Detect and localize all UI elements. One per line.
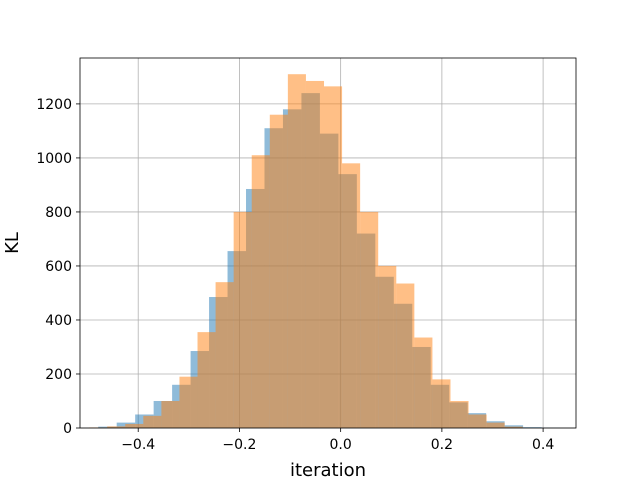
x-axis-label: iteration <box>290 460 366 480</box>
histogram-bar <box>251 155 270 429</box>
y-axis-ticks: 0 200 400 600 800 1000 1200 <box>36 97 80 437</box>
x-tick-label: 0.2 <box>431 437 453 453</box>
y-tick-label: 800 <box>45 205 72 221</box>
series-1-bars <box>89 74 523 429</box>
y-axis-label: KL <box>2 232 23 254</box>
histogram-bar <box>215 282 234 428</box>
histogram-bar <box>378 265 397 428</box>
x-tick-label: −0.4 <box>121 437 155 453</box>
y-tick-label: 400 <box>45 313 72 329</box>
histogram-bar <box>287 74 306 428</box>
histogram-bar <box>504 426 523 428</box>
histogram-bar <box>107 426 126 428</box>
histogram-bars <box>89 74 561 429</box>
histogram-bar <box>342 163 361 428</box>
histogram-bar <box>468 414 487 428</box>
y-tick-label: 1200 <box>36 97 72 113</box>
histogram-bar <box>305 80 325 428</box>
histogram-bar <box>143 415 162 428</box>
histogram-bar <box>414 337 433 428</box>
plot-frame <box>79 57 577 429</box>
histogram-bar <box>360 211 379 428</box>
histogram-bar <box>125 423 144 428</box>
histogram-bar <box>396 283 415 428</box>
histogram-bar <box>179 376 198 428</box>
x-tick-label: 0.0 <box>330 437 352 453</box>
histogram-bar <box>233 211 252 428</box>
histogram-bar <box>432 379 451 428</box>
histogram-bar <box>450 400 469 428</box>
y-tick-label: 0 <box>63 421 72 437</box>
histogram-bar <box>197 332 216 428</box>
x-axis-ticks: −0.4 −0.2 0.0 0.2 0.4 <box>121 428 554 453</box>
x-tick-label: −0.2 <box>222 437 256 453</box>
histogram-bar <box>523 427 542 428</box>
histogram-bar <box>324 86 343 428</box>
histogram-bar <box>486 422 505 428</box>
x-tick-label: 0.4 <box>532 437 554 453</box>
y-tick-label: 600 <box>45 259 72 275</box>
histogram-bar <box>269 114 288 428</box>
histogram-bar <box>161 400 180 428</box>
y-tick-label: 1000 <box>36 151 72 167</box>
y-tick-label: 200 <box>45 367 72 383</box>
